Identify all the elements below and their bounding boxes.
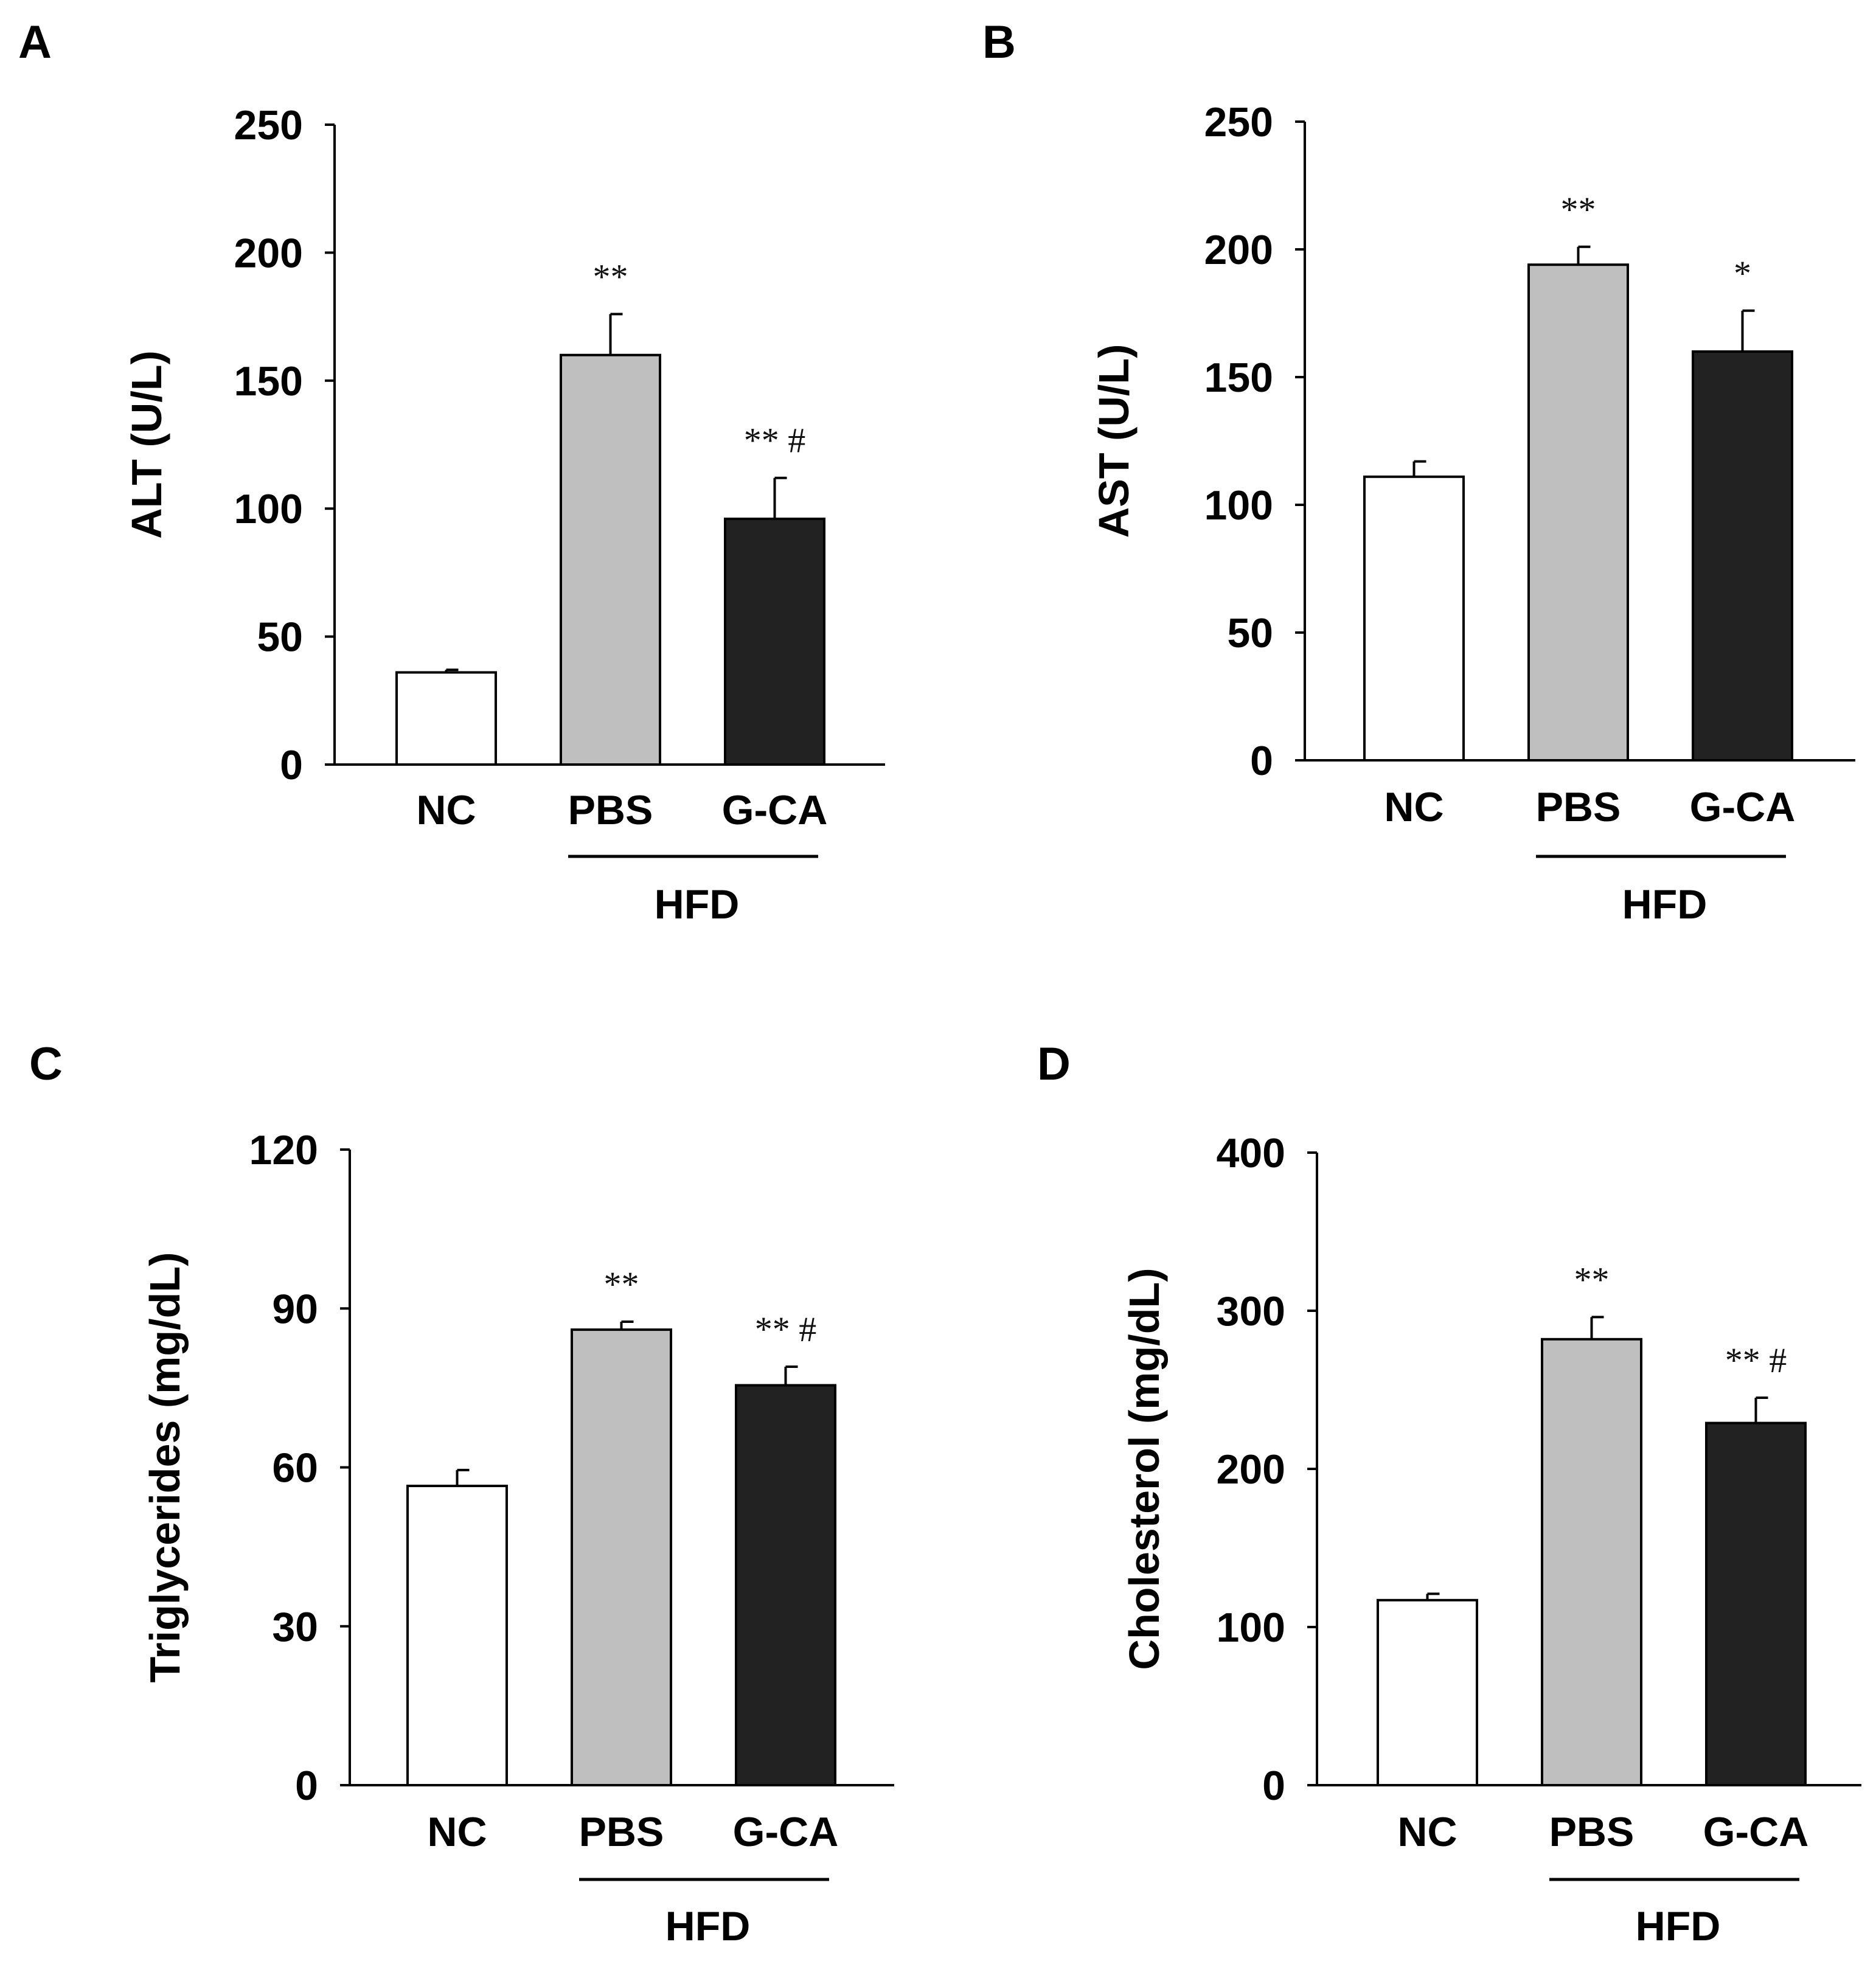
category-label-nc: NC [416,787,476,833]
y-tick-label: 250 [234,102,303,148]
y-tick-label: 60 [272,1445,318,1491]
y-tick-label: 200 [1204,227,1273,273]
panel-letter: C [29,1038,63,1090]
chart-panel-c: C 0 30 60 90 120 Triglycerides (mg/dL) NC PBS ** G… [29,1038,894,1949]
category-label-pbs: PBS [568,787,653,833]
chart-panel-d: D 0 100 200 300 400 Cholesterol (mg/dL) NC PBS **… [1037,1038,1861,1949]
y-tick-label: 50 [257,614,303,661]
category-label-pbs: PBS [1536,784,1621,830]
y-tick-label: 0 [295,1763,318,1809]
y-tick-label: 120 [249,1127,318,1173]
y-axis-title: ALT (U/L) [123,350,170,539]
panel-letter: B [982,16,1016,68]
significance-label-pbs: ** [1574,1260,1610,1299]
y-tick-label: 150 [234,358,303,404]
bar-g-ca [735,1384,836,1786]
significance-label-g-ca: ** # [755,1310,817,1349]
y-tick-label: 90 [272,1286,318,1332]
y-tick-label: 30 [272,1604,318,1650]
category-label-nc: NC [1397,1809,1457,1855]
y-axis-title: Triglycerides (mg/dL) [141,1252,189,1683]
category-label-g-ca: G-CA [722,787,828,833]
y-axis-title: Cholesterol (mg/dL) [1120,1268,1168,1670]
y-tick-label: 50 [1227,610,1273,656]
bar-nc [406,1484,508,1787]
significance-label-pbs: ** [1561,190,1596,229]
bar-g-ca [1692,350,1793,762]
significance-label-g-ca: ** # [744,421,806,460]
y-tick-label: 150 [1204,355,1273,401]
group-label: HFD [655,881,740,928]
y-tick-label: 100 [234,486,303,532]
category-label-nc: NC [1384,784,1443,830]
y-tick-label: 100 [1204,482,1273,529]
y-tick-label: 0 [1250,738,1273,784]
bar-nc [395,671,497,766]
category-label-g-ca: G-CA [733,1809,839,1855]
y-tick-label: 0 [1262,1763,1285,1809]
bar-pbs [560,353,661,766]
y-tick-label: 0 [280,742,303,788]
bar-nc [1363,475,1465,762]
panel-letter: D [1037,1038,1071,1090]
significance-label-pbs: ** [604,1265,639,1304]
chart-panel-b: B 0 50 100 150 200 250 AST (U/L) NC PBS ** G-CA * HFD [982,16,1855,928]
bar-pbs [1541,1338,1642,1787]
significance-label-g-ca: ** # [1725,1341,1787,1380]
y-tick-label: 200 [234,230,303,276]
bar-pbs [571,1328,672,1786]
category-label-pbs: PBS [1549,1809,1635,1855]
category-label-g-ca: G-CA [1703,1809,1809,1855]
y-tick-label: 300 [1217,1288,1285,1334]
significance-label-g-ca: * [1734,254,1751,293]
y-axis-title: AST (U/L) [1090,344,1138,538]
significance-label-pbs: ** [593,257,628,296]
panel-letter: A [18,16,52,68]
chart-panel-a: A 0 50 100 150 200 250 ALT (U/L) NC PBS ** G-CA ** #… [18,16,885,928]
group-label: HFD [1622,881,1708,928]
category-label-pbs: PBS [579,1809,664,1855]
category-label-nc: NC [427,1809,487,1855]
y-tick-label: 400 [1217,1130,1285,1176]
y-tick-label: 200 [1217,1446,1285,1493]
group-label: HFD [1636,1903,1721,1949]
bar-g-ca [724,518,825,766]
group-label: HFD [665,1903,751,1949]
category-label-g-ca: G-CA [1690,784,1796,830]
y-tick-label: 100 [1217,1605,1285,1651]
y-tick-label: 250 [1204,99,1273,145]
bar-nc [1377,1598,1478,1787]
bar-pbs [1527,263,1629,762]
bar-g-ca [1705,1421,1807,1787]
